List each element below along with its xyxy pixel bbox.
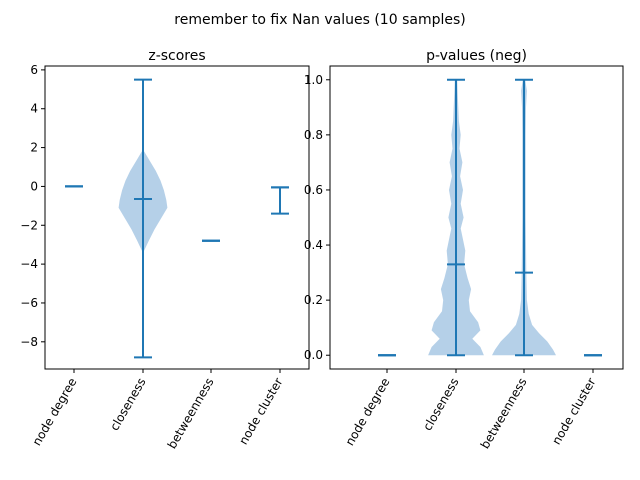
x-tick-label-closeness: closeness xyxy=(107,376,148,434)
x-tick-label-closeness: closeness xyxy=(420,376,461,434)
y-tick-label: 4 xyxy=(30,102,38,116)
x-tick-label-node-cluster: node cluster xyxy=(549,375,598,447)
violin-closeness xyxy=(428,78,484,357)
violin-closeness xyxy=(118,78,168,359)
y-tick-label: −4 xyxy=(20,257,38,271)
y-tick-label: 6 xyxy=(30,63,38,77)
axes-frame xyxy=(329,65,624,370)
violin-node-cluster xyxy=(271,186,289,215)
x-tick-label-betweenness: betweenness xyxy=(165,376,217,452)
violin-betweenness xyxy=(492,78,556,357)
figure-suptitle: remember to fix Nan values (10 samples) xyxy=(174,12,465,28)
y-tick-label: −6 xyxy=(20,296,38,310)
y-tick-label: −8 xyxy=(20,335,38,349)
x-tick-label-node-cluster: node cluster xyxy=(236,375,285,447)
axes-frame xyxy=(44,65,310,370)
x-tick-label-node-degree: node degree xyxy=(343,376,393,449)
x-tick-label-betweenness: betweenness xyxy=(478,376,530,452)
y-tick-label: 0.6 xyxy=(304,183,323,197)
y-tick-label: 0.4 xyxy=(304,238,323,252)
y-tick-label: 1.0 xyxy=(304,73,323,87)
y-tick-label: 2 xyxy=(30,141,38,155)
zscores-panel: z-scores −8 −6 −4 −2 0 2 4 6 node degree closeness… xyxy=(20,48,310,452)
x-tick-label-node-degree: node degree xyxy=(30,376,80,449)
y-tick-label: −2 xyxy=(20,218,38,232)
y-tick-label: 0.2 xyxy=(304,293,323,307)
y-tick-label: 0.8 xyxy=(304,128,323,142)
pvalues-panel: p-values (neg) 0.0 0.2 0.4 0.6 0.8 1.0 node deg… xyxy=(304,48,624,452)
y-tick-label: 0 xyxy=(30,179,38,193)
y-tick-label: 0.0 xyxy=(304,348,323,362)
axes-title: z-scores xyxy=(148,48,205,64)
axes-title: p-values (neg) xyxy=(426,48,527,64)
